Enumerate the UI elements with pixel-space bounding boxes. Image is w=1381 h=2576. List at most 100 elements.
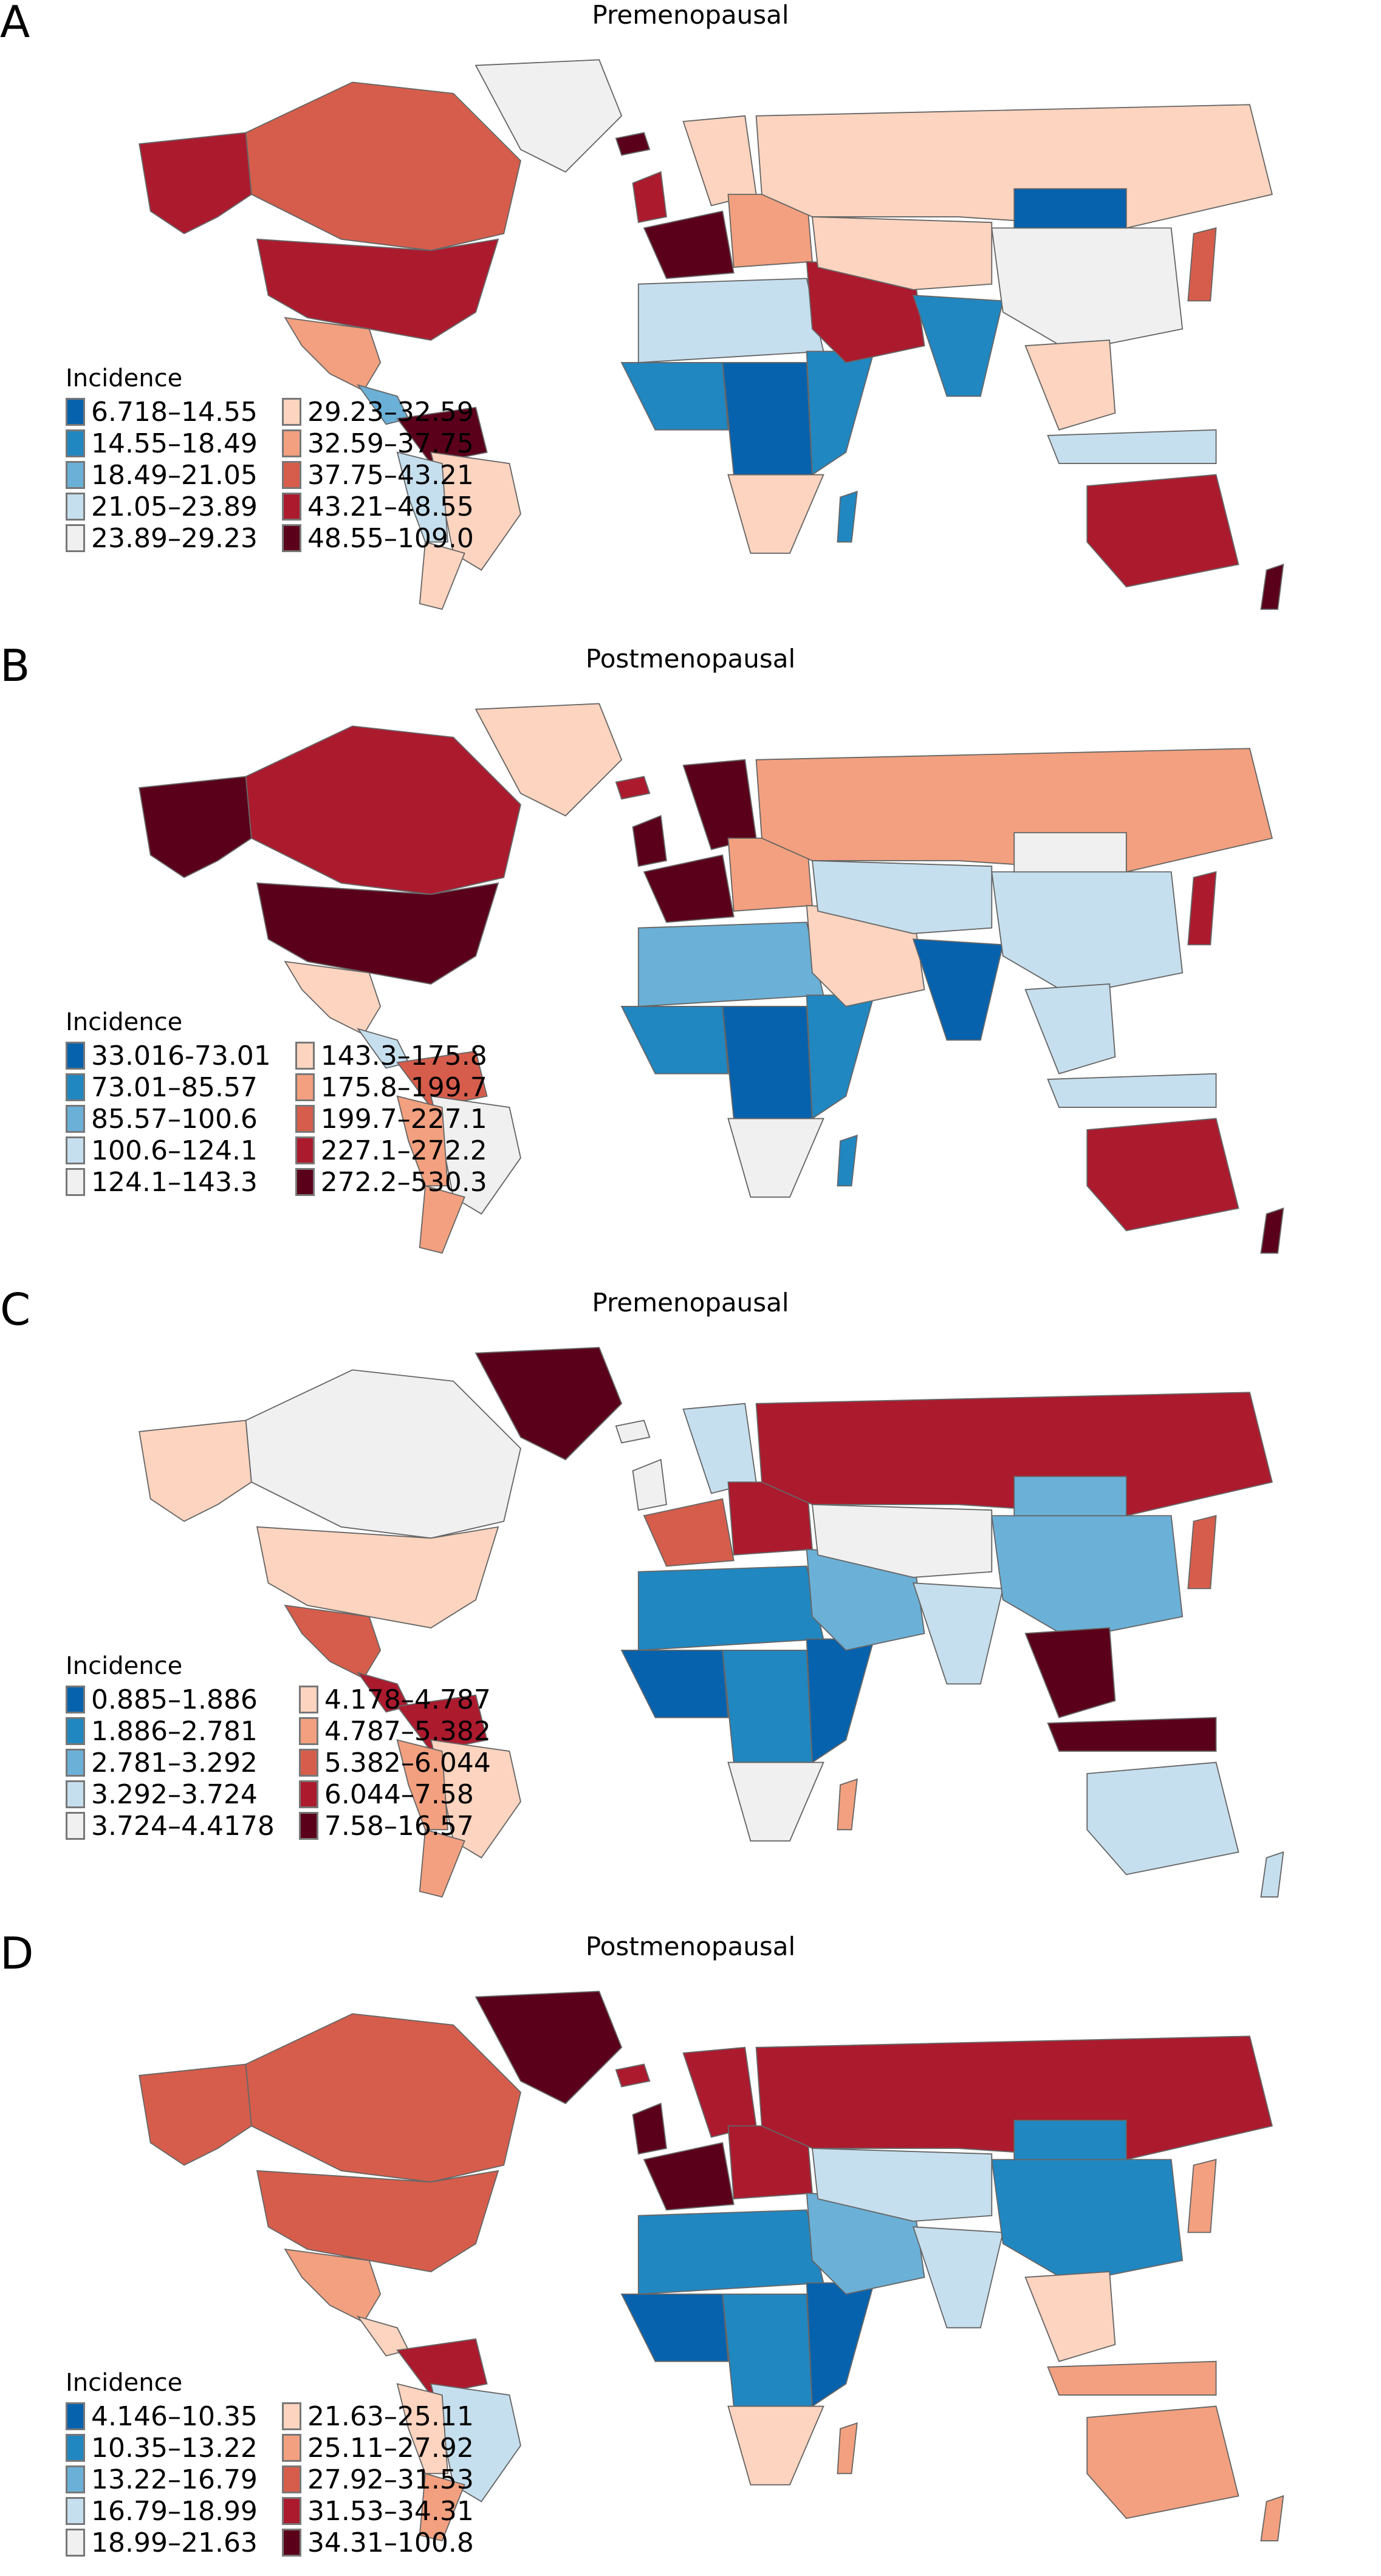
legend-item: 3.292–3.724 — [66, 1778, 275, 1810]
legend-item: 227.1–272.2 — [295, 1135, 487, 1166]
region-argentina — [419, 2473, 465, 2542]
legend-item: 6.044–7.58 — [298, 1778, 491, 1810]
region-central-asia — [811, 1503, 993, 1578]
region-madagascar — [837, 2422, 858, 2475]
legend-item: 143.3–175.8 — [295, 1040, 487, 1071]
legend-label: 5.382–6.044 — [324, 1747, 491, 1778]
region-south-america-south — [396, 2383, 448, 2475]
region-argentina — [419, 1185, 465, 1254]
region-central-asia — [811, 859, 993, 934]
region-greenland — [475, 1347, 623, 1461]
legend-label: 48.55–109.0 — [307, 522, 474, 554]
region-north-africa — [637, 2209, 824, 2295]
legend-swatch — [66, 493, 85, 521]
legend-swatch — [66, 398, 85, 426]
legend-swatch — [281, 524, 301, 552]
legend-swatch — [66, 1168, 85, 1196]
region-southern-africa — [727, 1761, 824, 1842]
legend-swatch — [66, 429, 85, 457]
legend-label: 31.53–34.31 — [307, 2495, 474, 2527]
region-north-africa — [637, 278, 824, 363]
legend-swatch — [66, 1105, 85, 1133]
legend-label: 43.21–48.55 — [307, 491, 474, 522]
legend: Incidence 4.146–10.35 10.35–13.22 13.22–16.… — [66, 2369, 474, 2558]
region-south-america-south — [396, 1739, 448, 1831]
legend-label: 18.99–21.63 — [91, 2527, 258, 2558]
region-west-africa — [620, 1650, 729, 1718]
legend-item: 3.724–4.4178 — [66, 1810, 275, 1842]
region-central-africa — [722, 1650, 813, 1763]
map-panel-b: B Postmenopausal Incidence 33.016-73.01 73.0… — [0, 644, 1381, 1288]
legend-swatch — [281, 2497, 301, 2525]
legend-title: Incidence — [66, 2369, 183, 2397]
region-western-europe — [643, 1498, 735, 1567]
region-scandinavia — [682, 2046, 757, 2138]
region-australia — [1086, 1118, 1239, 1232]
legend-title: Incidence — [66, 364, 183, 392]
legend-item: 21.05–23.89 — [66, 491, 258, 522]
legend-item: 6.718–14.55 — [66, 396, 258, 428]
legend-label: 175.8–199.7 — [320, 1071, 487, 1103]
legend-item: 7.58–16.57 — [298, 1810, 491, 1842]
world-map — [139, 1347, 1284, 1898]
legend-item: 14.55–18.49 — [66, 428, 258, 459]
panel-letter: B — [0, 640, 30, 691]
legend-item: 4.787–5.382 — [298, 1715, 491, 1747]
legend-item: 4.146–10.35 — [66, 2400, 258, 2432]
legend-label: 227.1–272.2 — [320, 1135, 487, 1166]
legend-label: 4.146–10.35 — [91, 2400, 258, 2432]
legend-label: 37.75–43.21 — [307, 459, 474, 491]
legend-label: 124.1–143.3 — [91, 1166, 258, 1198]
legend-label: 33.016-73.01 — [91, 1040, 271, 1071]
region-alaska — [139, 776, 252, 878]
region-mongolia — [1013, 2119, 1127, 2161]
legend-item: 272.2–530.3 — [295, 1166, 487, 1198]
legend-label: 143.3–175.8 — [320, 1040, 487, 1071]
region-central-africa — [722, 1006, 813, 1119]
legend-item: 73.01–85.57 — [66, 1071, 271, 1103]
region-south-america-south — [396, 1095, 448, 1187]
region-south-america-north — [396, 406, 488, 465]
legend-swatch — [66, 1780, 85, 1808]
region-west-africa — [620, 1006, 729, 1074]
region-east-africa — [806, 2282, 875, 2408]
legend-item: 27.92–31.53 — [281, 2464, 474, 2495]
region-indonesia — [1047, 2360, 1217, 2396]
legend-label: 21.63–25.11 — [307, 2400, 474, 2432]
legend-item: 1.886–2.781 — [66, 1715, 275, 1747]
legend-item: 21.63–25.11 — [281, 2400, 474, 2432]
legend-swatch — [295, 1073, 315, 1101]
legend-item: 33.016-73.01 — [66, 1040, 271, 1071]
legend-label: 25.11–27.92 — [307, 2432, 474, 2464]
legend-swatch — [281, 2529, 301, 2557]
panel-title: Premenopausal — [592, 0, 789, 30]
legend-label: 100.6–124.1 — [91, 1135, 258, 1166]
region-canada — [245, 1369, 521, 1539]
legend-swatch — [281, 493, 301, 521]
legend-label: 3.292–3.724 — [91, 1778, 258, 1810]
region-central-asia — [811, 2147, 993, 2222]
region-china — [991, 871, 1184, 996]
legend-swatch — [281, 2434, 301, 2462]
region-alaska — [139, 1420, 252, 1522]
legend-item: 16.79–18.99 — [66, 2495, 258, 2527]
legend-swatch — [66, 1073, 85, 1101]
legend-label: 0.885–1.886 — [91, 1684, 258, 1715]
map-panel-c: C Premenopausal Incidence 0.885–1.886 1.886–… — [0, 1288, 1381, 1932]
region-indonesia — [1047, 1717, 1217, 1752]
legend-swatch — [295, 1168, 315, 1196]
legend-label: 10.35–13.22 — [91, 2432, 258, 2464]
legend-item: 34.31–100.8 — [281, 2527, 474, 2558]
legend-swatch — [66, 1042, 85, 1070]
region-uk-ireland — [632, 2102, 667, 2155]
region-scandinavia — [682, 115, 757, 207]
legend-swatch — [66, 2497, 85, 2525]
legend-swatch — [295, 1136, 315, 1164]
region-indonesia — [1047, 429, 1217, 464]
legend-swatch — [66, 2434, 85, 2462]
legend-item: 100.6–124.1 — [66, 1135, 271, 1166]
legend-label: 2.781–3.292 — [91, 1747, 258, 1778]
legend-swatch — [281, 461, 301, 489]
legend-label: 13.22–16.79 — [91, 2464, 258, 2495]
legend-item: 124.1–143.3 — [66, 1166, 271, 1198]
